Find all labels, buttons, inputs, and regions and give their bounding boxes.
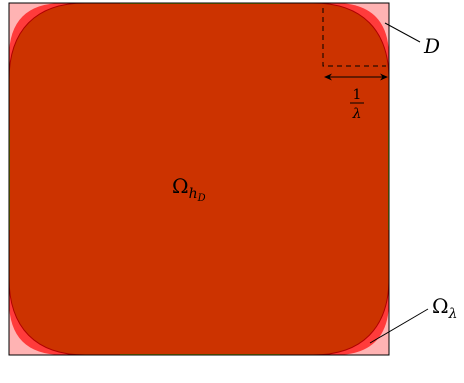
label-omega-lambda: Ωλ [432, 294, 457, 322]
omega-hd-region [8, 2, 390, 356]
omega-hd-subsubscript: D [197, 193, 206, 204]
omega-lambda-symbol: Ω [432, 294, 449, 318]
fraction-numerator: 1 [353, 87, 362, 103]
d-leader-line [384, 22, 421, 43]
omega-lambda-subscript: λ [448, 306, 458, 322]
lambda-arrow-head-left [324, 73, 332, 81]
omega-lambda-leader-line [369, 308, 429, 344]
omega-hd-subscript: h [189, 186, 198, 202]
lambda-arrow-head-right [380, 73, 388, 81]
fraction-denominator: λ [352, 106, 362, 122]
label-omega-hd: ΩhD [172, 174, 206, 204]
square-outline [8, 2, 390, 356]
omega-hd-symbol: Ω [172, 174, 189, 198]
corner-dashed-box [322, 8, 386, 67]
label-d: D [423, 34, 440, 58]
